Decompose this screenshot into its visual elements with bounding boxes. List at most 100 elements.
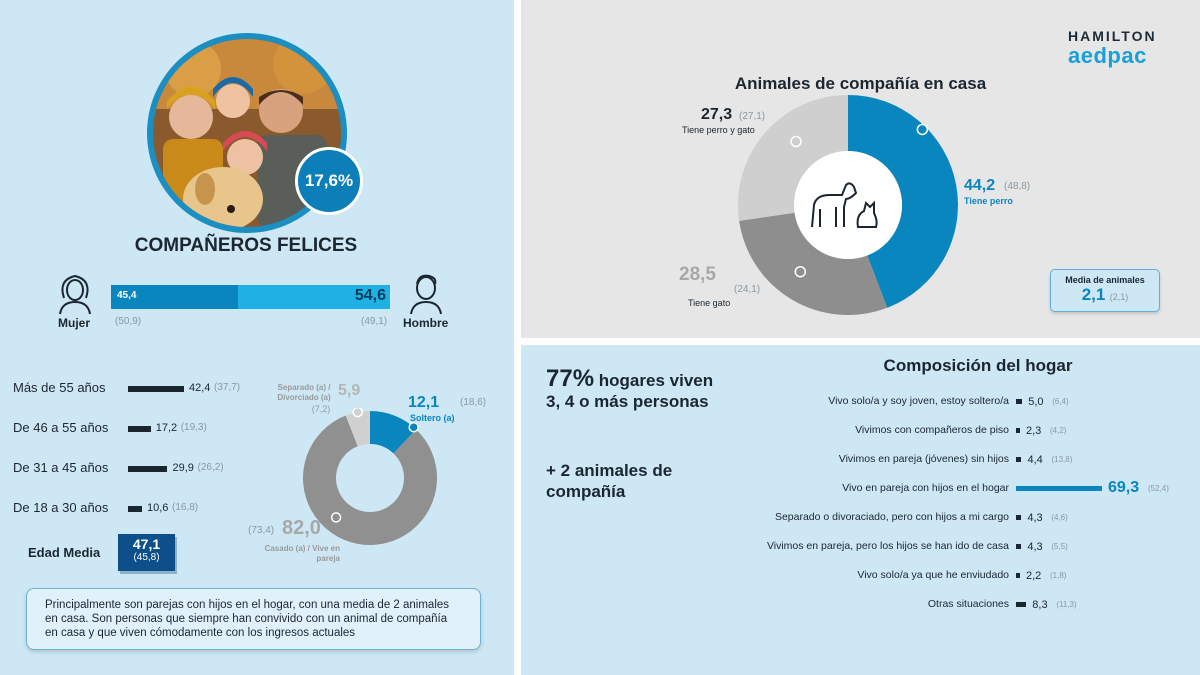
man-icon (405, 270, 447, 316)
household-row-bar (1016, 515, 1022, 520)
household-title: Composición del hogar (883, 356, 1073, 375)
separado-value: 5,9 (338, 382, 361, 399)
age-row-value: 10,6 (147, 502, 169, 514)
separado-marker (352, 408, 363, 418)
household-row-prev: (13,8) (1051, 455, 1073, 464)
household-row-bar (1016, 544, 1022, 549)
edad-media-value: 47,1 (132, 536, 161, 552)
household-row-bar (1016, 486, 1102, 491)
media-animales-box: Media de animales 2,1 (2,1) (1050, 269, 1160, 312)
gato-marker (794, 265, 807, 278)
household-row-label: Vivo solo/a y soy joven, estoy soltero/a (828, 395, 1009, 407)
hombre-bar-segment (237, 285, 390, 309)
household-row-bar (1016, 457, 1022, 462)
separado-slice (345, 411, 370, 447)
household-row-label: Vivimos en pareja (jóvenes) sin hijos (838, 453, 1009, 465)
gato-value: 28,5 (679, 264, 716, 285)
dog-cat-icon (811, 182, 878, 228)
brand-logo-top: HAMILTON (1068, 28, 1157, 44)
age-row-prev: (19,3) (180, 422, 207, 433)
main-title: COMPAÑEROS FELICES (134, 235, 358, 256)
casado-prev: (73,4) (248, 525, 275, 536)
edad-media-prev: (45,8) (133, 552, 160, 563)
edad-media-box: 47,1 (45,8) (118, 534, 175, 571)
media-animales-label: Media de animales (1065, 275, 1145, 285)
ambos-prev: (27,1) (739, 111, 766, 122)
household-row-bar (1016, 573, 1020, 578)
household-row-label: Vivimos en pareja, pero los hijos se han… (766, 540, 1009, 552)
gato-label: Tiene gato (688, 298, 731, 308)
age-row-label: De 31 a 45 años (13, 460, 109, 475)
age-row-bar (128, 506, 142, 512)
soltero-marker (408, 421, 419, 433)
age-row-value: 17,2 (155, 422, 178, 434)
summary-box: Principalmente son parejas con hijos en … (26, 588, 481, 650)
household-row-value: 69,3 (1108, 479, 1140, 496)
household-row-prev: (5,5) (1051, 542, 1068, 551)
household-size-percent: 77% (546, 365, 595, 392)
age-row-bar (128, 466, 168, 472)
mujer-value: 45,4 (117, 290, 137, 301)
woman-icon (54, 270, 96, 316)
pets-donut (738, 95, 958, 315)
household-row-label: Vivimos con compañeros de piso (855, 424, 1009, 436)
household-row-prev: (52,4) (1148, 484, 1169, 493)
household-row-bar (1016, 602, 1027, 607)
casado-label: Casado (a) / Vive en pareja (264, 544, 340, 563)
pets-title: Animales de compañía en casa (734, 74, 987, 93)
ambos-value: 27,3 (701, 106, 733, 123)
household-size-text: hogares viven 3, 4 o más personas (546, 371, 714, 411)
household-row-value: 4,3 (1027, 541, 1043, 553)
perro-prev: (48,8) (1004, 181, 1031, 192)
perro-label: Tiene perro (964, 196, 1013, 206)
perro-slice (848, 95, 958, 308)
age-row-label: De 18 a 30 años (13, 500, 109, 515)
ambos-slice (738, 95, 848, 221)
gato-slice (739, 212, 888, 315)
household-row-prev: (4,6) (1051, 513, 1068, 522)
edad-media-label: Edad Media (28, 545, 101, 560)
age-row-bar (128, 386, 184, 392)
hombre-label: Hombre (403, 316, 449, 330)
age-row-value: 42,4 (189, 382, 211, 394)
household-row-value: 4,3 (1027, 512, 1043, 524)
household-row-label: Vivo en pareja con hijos en el hogar (842, 482, 1009, 494)
household-size-stat: 77% hogares viven 3, 4 o más personas (546, 365, 716, 412)
soltero-label: Soltero (a) (410, 413, 455, 423)
household-row-prev: (6,4) (1052, 397, 1069, 406)
media-animales-prev: (2,1) (1109, 292, 1129, 302)
household-row-value: 5,0 (1028, 396, 1044, 408)
animals-stat: + 2 animales de compañía (546, 461, 673, 501)
ambos-label: Tiene perro y gato (682, 125, 755, 135)
separado-prev: (7,2) (311, 404, 331, 414)
casado-value: 82,0 (282, 517, 321, 539)
mujer-bar-segment (111, 285, 238, 309)
household-row-value: 2,2 (1026, 570, 1042, 582)
household-panel (521, 345, 1200, 675)
age-row-value: 29,9 (172, 462, 194, 474)
pets-donut-center (794, 151, 902, 259)
household-row-bar (1016, 399, 1023, 404)
soltero-prev: (18,6) (460, 397, 487, 408)
perro-marker (916, 123, 929, 136)
soltero-slice (370, 411, 417, 454)
casado-marker (330, 512, 342, 523)
civil-donut (303, 408, 437, 545)
age-row-label: Más de 55 años (13, 380, 106, 395)
ambos-marker (790, 135, 802, 148)
percentage-badge: 17,6% (295, 147, 363, 215)
household-row-label: Separado o divoraciado, pero con hijos a… (774, 511, 1009, 523)
household-row-value: 4,4 (1027, 454, 1043, 466)
household-row-prev: (11,3) (1056, 600, 1077, 609)
mujer-prev: (50,9) (115, 316, 142, 327)
brand-logo-bottom: aedpac (1068, 43, 1147, 68)
age-row-label: De 46 a 55 años (13, 420, 109, 435)
hombre-prev: (49,1) (361, 316, 388, 327)
hombre-value: 54,6 (354, 287, 386, 304)
age-row-prev: (26,2) (197, 462, 224, 473)
age-row-prev: (16,8) (172, 502, 199, 513)
separado-label: Separado (a) / Divorciado (a) (277, 383, 331, 402)
household-row-label: Vivo solo/a ya que he enviudado (857, 569, 1009, 581)
household-row-value: 8,3 (1032, 599, 1048, 611)
household-row-value: 2,3 (1026, 425, 1042, 437)
